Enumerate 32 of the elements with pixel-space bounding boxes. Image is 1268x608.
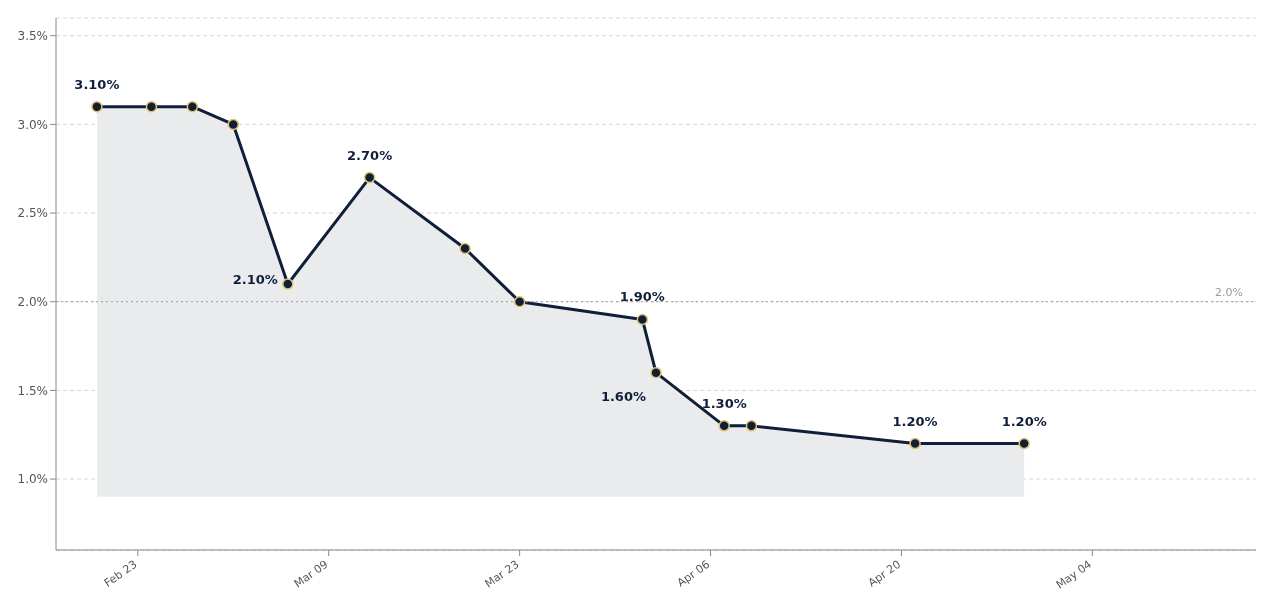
data-label: 2.10%: [232, 272, 278, 287]
x-tick-label: Mar 09: [291, 557, 331, 591]
y-tick-label: 3.5%: [17, 28, 48, 43]
y-tick-label: 2.0%: [17, 294, 48, 309]
point: [459, 242, 471, 255]
point: [363, 171, 376, 184]
point: [909, 437, 921, 450]
y-tick-label: 1.5%: [17, 383, 48, 398]
x-tick-label: Apr 06: [674, 557, 713, 590]
data-label: 3.10%: [74, 76, 120, 92]
data-label: 1.90%: [619, 289, 665, 305]
data-label: 1.60%: [600, 388, 646, 404]
data-label: 2.70%: [347, 147, 393, 163]
point: [227, 118, 240, 131]
point: [513, 295, 526, 308]
data-label: 1.20%: [1001, 413, 1047, 429]
point: [282, 278, 294, 290]
point: [1018, 437, 1030, 450]
y-tick-label: 1.0%: [17, 472, 48, 487]
x-tick-label: Apr 20: [865, 557, 904, 590]
point: [745, 420, 758, 432]
data-label: 1.20%: [892, 413, 938, 429]
data-label: 1.30%: [701, 395, 747, 411]
x-tick-label: Feb 23: [101, 557, 140, 590]
y-tick-label: 2.5%: [17, 206, 48, 221]
x-tick-label: Mar 23: [482, 557, 522, 591]
point: [650, 366, 662, 379]
y-tick-label: 3.0%: [17, 117, 48, 132]
point: [718, 420, 730, 432]
point: [636, 313, 649, 326]
ref-line-label: 2.0%: [1215, 285, 1243, 299]
x-tick-label: May 04: [1053, 557, 1095, 592]
